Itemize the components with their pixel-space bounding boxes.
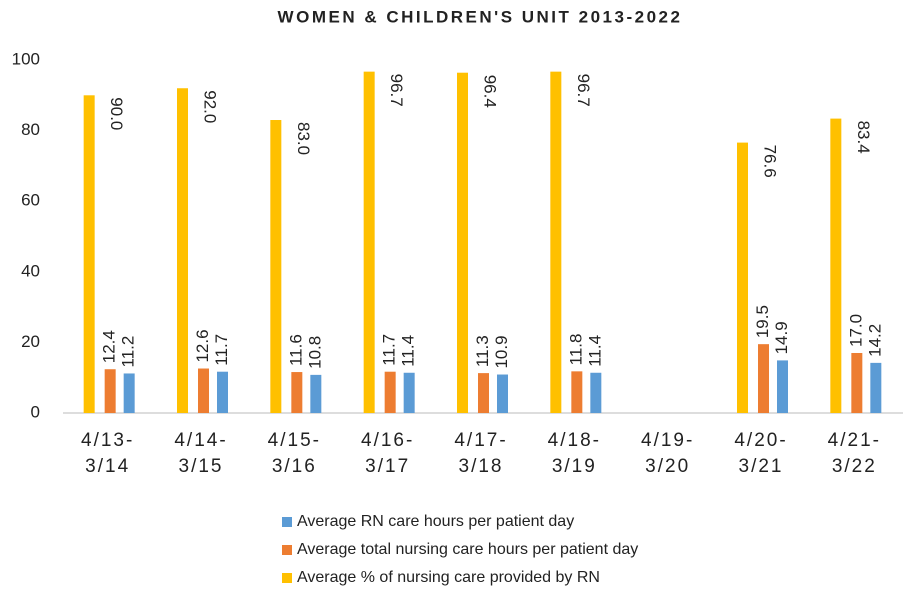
x-tick-label: 4/15-3/16 (267, 430, 321, 477)
bar (830, 118, 842, 414)
data-label: 83.0 (294, 122, 313, 155)
bar (310, 374, 322, 413)
y-tick-label: 80 (21, 120, 40, 139)
x-tick-label: 4/17-3/18 (454, 430, 508, 477)
data-label: 11.4 (585, 335, 604, 367)
y-tick-label: 40 (21, 261, 40, 280)
x-tick-label: 4/19-3/20 (641, 430, 695, 477)
data-label: 10.8 (305, 336, 324, 369)
bar (758, 344, 769, 413)
chart-title: WOMEN & CHILDREN'S UNIT 2013-2022 (278, 7, 683, 26)
x-tick-label: 4/13-3/14 (81, 430, 135, 477)
data-label: 12.6 (193, 329, 212, 362)
data-label: 17.0 (846, 314, 865, 347)
y-tick-label: 100 (12, 49, 40, 68)
bar (198, 368, 209, 413)
data-label: 76.6 (761, 145, 780, 178)
data-label: 14.9 (772, 321, 791, 354)
data-label: 92.0 (201, 90, 220, 123)
bar (403, 372, 415, 413)
bar (497, 374, 508, 413)
x-tick-label: 4/14-3/15 (174, 430, 228, 477)
bar (177, 88, 188, 414)
data-label: 11.7 (380, 334, 399, 366)
x-tick-label: 4/18-3/19 (547, 430, 601, 477)
data-label: 83.4 (854, 121, 873, 154)
legend-swatch (282, 545, 292, 555)
bar (478, 373, 489, 413)
bar (457, 72, 468, 413)
legend-swatch (282, 573, 292, 583)
bar (363, 71, 375, 414)
legend-label: Average total nursing care hours per pat… (297, 541, 638, 558)
data-label: 14.2 (865, 324, 884, 357)
bar (870, 362, 882, 413)
x-tick-label: 4/20-3/21 (734, 430, 788, 477)
data-label: 19.5 (753, 305, 772, 338)
data-label: 11.7 (212, 334, 231, 366)
bar (571, 371, 583, 413)
y-tick-label: 60 (21, 191, 40, 210)
data-label: 11.6 (286, 334, 305, 366)
legend-label: Average RN care hours per patient day (297, 513, 574, 530)
bar (737, 142, 748, 414)
data-label: 11.3 (473, 335, 492, 367)
bar (291, 372, 303, 413)
y-tick-label: 20 (21, 332, 40, 351)
data-label: 96.7 (574, 74, 593, 107)
y-tick-label: 0 (31, 402, 40, 421)
bar (123, 373, 135, 413)
bar (270, 120, 282, 413)
bar (104, 369, 116, 413)
bar (217, 371, 228, 413)
data-label: 90.0 (107, 97, 126, 130)
bar (83, 95, 95, 414)
legend-label: Average % of nursing care provided by RN (297, 569, 600, 586)
data-label: 11.4 (399, 335, 418, 367)
bar (550, 71, 562, 414)
data-label: 11.8 (566, 334, 585, 366)
x-tick-label: 4/16-3/17 (361, 430, 415, 477)
legend-swatch (282, 517, 292, 527)
data-label: 10.9 (492, 335, 511, 368)
bar (590, 372, 602, 413)
data-label: 96.7 (387, 74, 406, 107)
data-label: 96.4 (481, 75, 500, 108)
data-label: 12.4 (100, 330, 119, 363)
data-label: 11.2 (119, 336, 138, 368)
bar (777, 360, 788, 413)
x-tick-label: 4/21-3/22 (827, 430, 881, 477)
bar (851, 352, 863, 413)
bar (384, 371, 396, 413)
